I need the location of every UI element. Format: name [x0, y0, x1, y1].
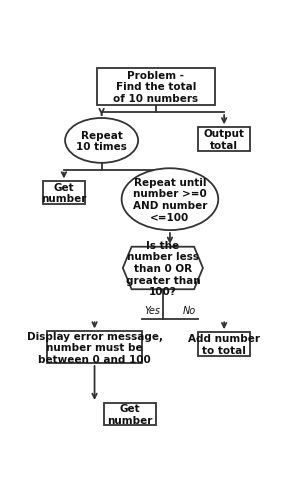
Text: Get
number: Get number — [41, 182, 87, 204]
FancyBboxPatch shape — [97, 69, 215, 105]
FancyBboxPatch shape — [198, 333, 250, 356]
Text: Is the
number less
than 0 OR
greater than
100?: Is the number less than 0 OR greater tha… — [126, 240, 200, 297]
Ellipse shape — [65, 119, 138, 163]
FancyBboxPatch shape — [43, 182, 85, 204]
Text: Display error message,
number must be
between 0 and 100: Display error message, number must be be… — [26, 331, 163, 364]
FancyBboxPatch shape — [104, 403, 156, 425]
Text: Problem -
Find the total
of 10 numbers: Problem - Find the total of 10 numbers — [113, 71, 199, 104]
FancyBboxPatch shape — [47, 332, 142, 363]
Text: No: No — [183, 305, 196, 315]
Text: Output
total: Output total — [204, 129, 245, 151]
Polygon shape — [123, 247, 203, 290]
Ellipse shape — [122, 169, 218, 230]
Text: Yes: Yes — [144, 305, 160, 315]
Text: Repeat
10 times: Repeat 10 times — [76, 130, 127, 152]
Text: Get
number: Get number — [107, 403, 153, 425]
Text: Add number
to total: Add number to total — [188, 334, 260, 355]
FancyBboxPatch shape — [198, 128, 250, 152]
Text: Repeat until
number >=0
AND number
<=100: Repeat until number >=0 AND number <=100 — [133, 177, 207, 222]
